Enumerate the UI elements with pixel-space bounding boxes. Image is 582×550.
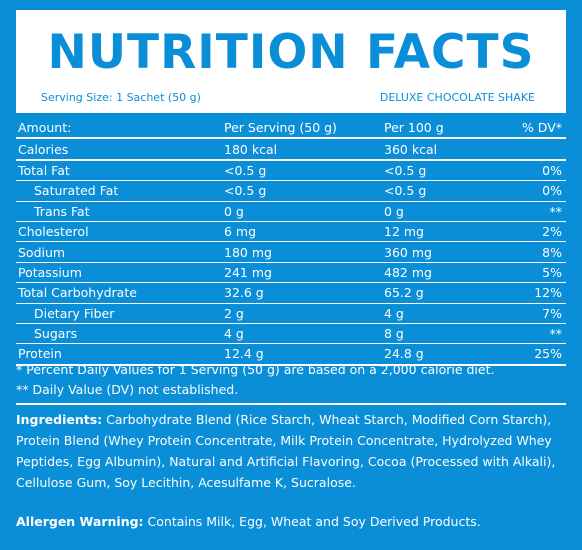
table-row: Potassium 241 mg 482 mg 5% (16, 262, 566, 284)
nutrient-name: Cholesterol (16, 221, 224, 243)
title-panel: NUTRITION FACTS Serving Size: 1 Sachet (… (16, 10, 566, 113)
column-header-dv: % DV* (514, 118, 566, 140)
nutrient-name: Dietary Fiber (16, 303, 224, 324)
per-100g-value: <0.5 g (384, 180, 514, 202)
nutrient-name: Calories (16, 138, 224, 161)
dv-value: ** (514, 323, 566, 345)
per-100g-value: 0 g (384, 201, 514, 222)
per-serving-value: 241 mg (224, 262, 384, 284)
nutrient-name: Protein (16, 343, 224, 366)
ingredients-section: Ingredients: Carbohydrate Blend (Rice St… (16, 409, 568, 493)
dv-value: 7% (514, 303, 566, 324)
dv-not-established-note: ** Daily Value (DV) not established. (16, 382, 239, 397)
table-row: Sodium 180 mg 360 mg 8% (16, 241, 566, 263)
per-serving-value: 6 mg (224, 221, 384, 243)
per-100g-value: 360 mg (384, 241, 514, 263)
per-100g-value: 8 g (384, 323, 514, 345)
allergen-label: Allergen Warning: (16, 514, 144, 529)
dv-value (514, 138, 566, 161)
table-row: Sugars 4 g 8 g ** (16, 323, 566, 345)
table-row: Cholesterol 6 mg 12 mg 2% (16, 221, 566, 243)
table-row: Trans Fat 0 g 0 g ** (16, 201, 566, 222)
nutrient-name: Total Fat (16, 159, 224, 182)
table-row: Total Carbohydrate 32.6 g 65.2 g 12% (16, 282, 566, 304)
per-serving-value: 2 g (224, 303, 384, 324)
column-header-amount: Amount: (16, 118, 224, 140)
dv-value: 0% (514, 159, 566, 182)
nutrient-name: Trans Fat (16, 201, 224, 222)
per-serving-value: <0.5 g (224, 159, 384, 182)
flavour-label: DELUXE CHOCOLATE SHAKE (379, 91, 535, 104)
nutrient-name: Saturated Fat (16, 180, 224, 202)
per-100g-value: 24.8 g (384, 343, 514, 366)
per-serving-value: 32.6 g (224, 282, 384, 304)
nutrient-name: Sugars (16, 323, 224, 345)
percent-dv-note: * Percent Daily Values for 1 Serving (50… (16, 362, 495, 377)
per-100g-value: 482 mg (384, 262, 514, 284)
table-header-row: Amount: Per Serving (50 g) Per 100 g % D… (16, 118, 566, 140)
per-serving-value: 12.4 g (224, 343, 384, 366)
allergen-text: Contains Milk, Egg, Wheat and Soy Derive… (143, 514, 481, 529)
nutrition-table: Amount: Per Serving (50 g) Per 100 g % D… (16, 118, 566, 366)
table-row: Total Fat <0.5 g <0.5 g 0% (16, 159, 566, 182)
ingredients-text: Carbohydrate Blend (Rice Starch, Wheat S… (16, 412, 556, 490)
allergen-warning: Allergen Warning: Contains Milk, Egg, Wh… (16, 511, 568, 532)
dv-value: 5% (514, 262, 566, 284)
nutrient-name: Sodium (16, 241, 224, 263)
nutrient-name: Total Carbohydrate (16, 282, 224, 304)
dv-value: ** (514, 201, 566, 222)
dv-value: 2% (514, 221, 566, 243)
per-serving-value: 180 mg (224, 241, 384, 263)
page-title: NUTRITION FACTS (47, 25, 535, 80)
serving-size: Serving Size: 1 Sachet (50 g) (41, 91, 201, 104)
column-header-per-100g: Per 100 g (384, 118, 514, 140)
ingredients-label: Ingredients: (16, 412, 103, 427)
table-row: Saturated Fat <0.5 g <0.5 g 0% (16, 180, 566, 202)
nutrient-name: Potassium (16, 262, 224, 284)
per-serving-value: 4 g (224, 323, 384, 345)
dv-value: 25% (514, 343, 566, 366)
dv-value: 8% (514, 241, 566, 263)
per-100g-value: 12 mg (384, 221, 514, 243)
table-row: Dietary Fiber 2 g 4 g 7% (16, 303, 566, 324)
footnotes: * Percent Daily Values for 1 Serving (50… (16, 360, 566, 400)
dv-value: 12% (514, 282, 566, 304)
per-serving-value: 180 kcal (224, 138, 384, 161)
per-100g-value: 360 kcal (384, 138, 514, 161)
per-100g-value: 65.2 g (384, 282, 514, 304)
per-serving-value: <0.5 g (224, 180, 384, 202)
per-100g-value: <0.5 g (384, 159, 514, 182)
column-header-per-serving: Per Serving (50 g) (224, 118, 384, 140)
per-100g-value: 4 g (384, 303, 514, 324)
table-row: Calories 180 kcal 360 kcal (16, 138, 566, 161)
per-serving-value: 0 g (224, 201, 384, 222)
dv-value: 0% (514, 180, 566, 202)
table-row: Protein 12.4 g 24.8 g 25% (16, 343, 566, 366)
section-divider (16, 403, 566, 405)
